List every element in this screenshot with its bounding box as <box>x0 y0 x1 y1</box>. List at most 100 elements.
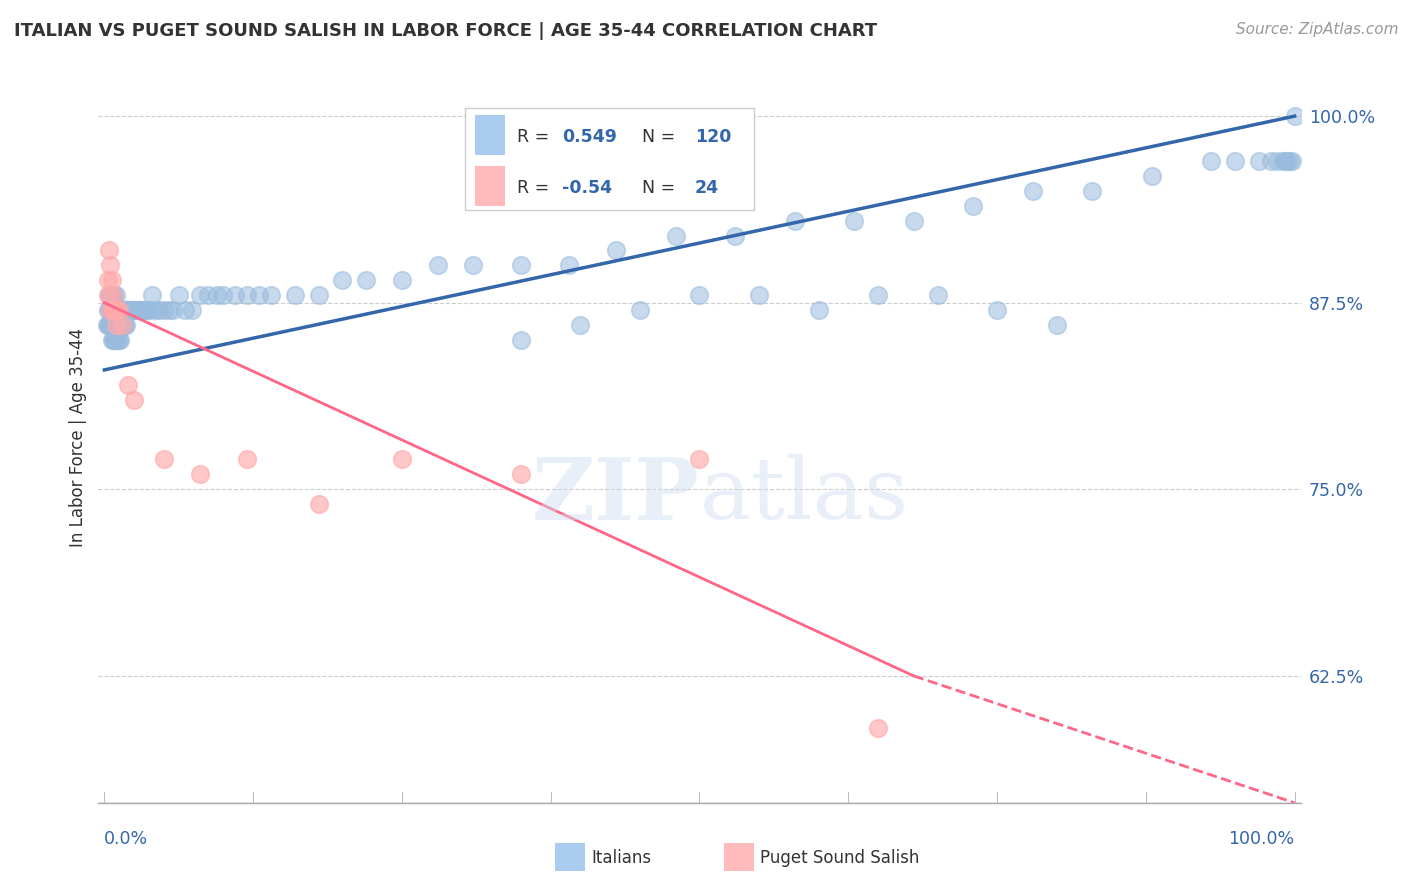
Point <box>569 318 592 332</box>
Point <box>129 303 152 318</box>
Point <box>111 303 134 318</box>
Text: 0.0%: 0.0% <box>104 830 149 847</box>
Point <box>1260 153 1282 168</box>
Point <box>96 318 118 332</box>
Point <box>101 318 124 332</box>
Point <box>157 303 180 318</box>
Point <box>101 288 124 302</box>
Point <box>107 333 129 347</box>
Point <box>207 288 229 302</box>
Point <box>236 452 259 467</box>
Point <box>103 303 125 318</box>
Point <box>98 244 121 258</box>
Point <box>354 273 377 287</box>
Text: atlas: atlas <box>699 454 908 537</box>
Point <box>117 303 139 318</box>
Point <box>136 303 159 318</box>
Point <box>114 318 136 332</box>
Point <box>97 318 120 332</box>
Point <box>1271 153 1294 168</box>
Point <box>1274 153 1296 168</box>
Point <box>114 303 136 318</box>
Point <box>1281 153 1303 168</box>
Point <box>181 303 204 318</box>
Point <box>724 228 747 243</box>
Point <box>188 288 211 302</box>
Text: 100.0%: 100.0% <box>1229 830 1295 847</box>
Point <box>197 288 219 302</box>
Point <box>122 392 145 407</box>
Y-axis label: In Labor Force | Age 35-44: In Labor Force | Age 35-44 <box>69 327 87 547</box>
FancyBboxPatch shape <box>724 843 754 871</box>
Point <box>628 303 651 318</box>
Point <box>105 303 128 318</box>
Point <box>162 303 184 318</box>
Point <box>98 288 121 302</box>
Point <box>103 288 125 302</box>
Point <box>107 303 129 318</box>
Point <box>866 288 889 302</box>
Point <box>107 333 129 347</box>
Text: R =: R = <box>517 178 554 197</box>
Point <box>1140 169 1163 183</box>
Point <box>224 288 246 302</box>
Point <box>100 318 122 332</box>
Point <box>120 303 142 318</box>
Point <box>114 303 136 318</box>
Point <box>98 318 121 332</box>
Point <box>748 288 770 302</box>
Point <box>1247 153 1270 168</box>
Point <box>110 303 132 318</box>
Text: 120: 120 <box>695 128 731 145</box>
Point <box>807 303 830 318</box>
Point <box>510 467 533 482</box>
Point <box>1022 184 1045 198</box>
Point <box>141 288 163 302</box>
Point <box>115 303 138 318</box>
Point <box>105 288 128 302</box>
Point <box>284 288 307 302</box>
Point <box>105 333 128 347</box>
Point <box>101 303 124 318</box>
Point <box>689 288 711 302</box>
Point <box>125 303 148 318</box>
FancyBboxPatch shape <box>465 108 754 211</box>
Point <box>98 303 121 318</box>
Point <box>107 318 129 332</box>
Point <box>114 318 136 332</box>
Point <box>107 318 129 332</box>
Point <box>112 318 135 332</box>
Point <box>138 303 160 318</box>
Point <box>122 303 145 318</box>
Point <box>212 288 235 302</box>
Point <box>927 288 949 302</box>
Point <box>962 199 984 213</box>
Text: -0.54: -0.54 <box>562 178 613 197</box>
Point <box>108 318 131 332</box>
Point <box>97 273 120 287</box>
Point <box>1201 153 1223 168</box>
Point <box>866 721 889 735</box>
Point <box>510 259 533 273</box>
Point <box>127 303 149 318</box>
Point <box>98 288 121 302</box>
Point <box>122 303 145 318</box>
Point <box>148 303 170 318</box>
Point <box>463 259 485 273</box>
Text: ZIP: ZIP <box>531 454 699 538</box>
Point <box>391 452 413 467</box>
Point <box>105 318 128 332</box>
Point <box>844 213 866 227</box>
Point <box>605 244 627 258</box>
Point <box>665 228 688 243</box>
Point <box>169 288 191 302</box>
Text: Source: ZipAtlas.com: Source: ZipAtlas.com <box>1236 22 1399 37</box>
Point <box>1045 318 1067 332</box>
FancyBboxPatch shape <box>555 843 585 871</box>
Point <box>260 288 283 302</box>
Point <box>124 303 146 318</box>
Point <box>104 333 127 347</box>
Point <box>104 303 127 318</box>
Point <box>1081 184 1104 198</box>
Point <box>426 259 449 273</box>
